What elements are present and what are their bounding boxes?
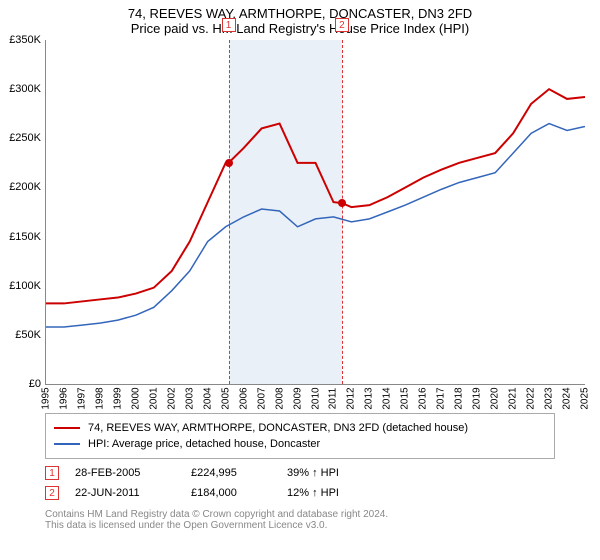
x-axis-tick: 2002 [166, 387, 177, 409]
series-property [46, 89, 585, 303]
footer-attribution: Contains HM Land Registry data © Crown c… [45, 509, 555, 531]
x-axis-tick: 2021 [508, 387, 519, 409]
y-axis-tick: £350K [1, 34, 41, 46]
x-axis-tick: 2024 [562, 387, 573, 409]
legend-label: HPI: Average price, detached house, Donc… [88, 438, 320, 450]
y-axis-tick: £250K [1, 132, 41, 144]
sale-point-dot [225, 159, 233, 167]
x-axis-tick: 2005 [220, 387, 231, 409]
sale-event-delta: 12% ↑ HPI [287, 487, 339, 499]
sale-point-dot [338, 199, 346, 207]
x-axis-tick: 2011 [328, 388, 339, 410]
sale-event-number: 2 [45, 486, 59, 500]
x-axis-tick: 2006 [238, 387, 249, 409]
x-axis-tick: 1995 [41, 387, 52, 409]
sale-marker-line [229, 40, 230, 384]
x-axis-tick: 2004 [202, 387, 213, 409]
x-axis-tick: 2009 [292, 387, 303, 409]
legend-item: 74, REEVES WAY, ARMTHORPE, DONCASTER, DN… [54, 420, 546, 436]
x-axis-tick: 2000 [130, 387, 141, 409]
legend-swatch [54, 427, 80, 429]
y-axis-tick: £0 [1, 378, 41, 390]
legend-swatch [54, 443, 80, 445]
x-axis-tick: 2010 [310, 387, 321, 409]
sale-event-number: 1 [45, 466, 59, 480]
x-axis-tick: 2019 [472, 387, 483, 409]
chart-title: 74, REEVES WAY, ARMTHORPE, DONCASTER, DN… [0, 0, 600, 21]
footer-line: This data is licensed under the Open Gov… [45, 520, 555, 531]
x-axis-tick: 1999 [112, 387, 123, 409]
x-axis-tick: 2008 [274, 387, 285, 409]
y-axis-tick: £300K [1, 83, 41, 95]
sale-marker-label: 2 [335, 18, 349, 32]
sale-events: 1 28-FEB-2005 £224,995 39% ↑ HPI 2 22-JUN-201… [45, 463, 555, 503]
chart-subtitle: Price paid vs. HM Land Registry's House … [0, 21, 600, 40]
x-axis-tick: 2012 [346, 387, 357, 409]
chart-area: £0£50K£100K£150K£200K£250K£300K£350K1995… [45, 40, 585, 405]
plot-region: £0£50K£100K£150K£200K£250K£300K£350K1995… [45, 40, 585, 385]
x-axis-tick: 1998 [94, 387, 105, 409]
y-axis-tick: £150K [1, 231, 41, 243]
x-axis-tick: 2016 [418, 387, 429, 409]
sale-event-date: 22-JUN-2011 [75, 487, 175, 499]
sale-marker-label: 1 [222, 18, 236, 32]
x-axis-tick: 2017 [436, 387, 447, 409]
x-axis-tick: 2001 [148, 387, 159, 409]
x-axis-tick: 2014 [382, 387, 393, 409]
y-axis-tick: £200K [1, 181, 41, 193]
sale-event-date: 28-FEB-2005 [75, 467, 175, 479]
x-axis-tick: 2015 [400, 387, 411, 409]
legend-label: 74, REEVES WAY, ARMTHORPE, DONCASTER, DN… [88, 422, 468, 434]
x-axis-tick: 2023 [544, 387, 555, 409]
sale-marker-line [342, 40, 343, 384]
x-axis-tick: 2025 [580, 387, 591, 409]
legend-item: HPI: Average price, detached house, Donc… [54, 436, 546, 452]
x-axis-tick: 2018 [454, 387, 465, 409]
sale-event-row: 1 28-FEB-2005 £224,995 39% ↑ HPI [45, 463, 555, 483]
x-axis-tick: 1996 [58, 387, 69, 409]
sale-event-price: £184,000 [191, 487, 271, 499]
legend: 74, REEVES WAY, ARMTHORPE, DONCASTER, DN… [45, 413, 555, 459]
sale-event-row: 2 22-JUN-2011 £184,000 12% ↑ HPI [45, 483, 555, 503]
x-axis-tick: 2022 [526, 387, 537, 409]
y-axis-tick: £50K [1, 329, 41, 341]
x-axis-tick: 2007 [256, 387, 267, 409]
x-axis-tick: 2020 [490, 387, 501, 409]
x-axis-tick: 2003 [184, 387, 195, 409]
chart-lines [46, 40, 585, 384]
x-axis-tick: 2013 [364, 387, 375, 409]
sale-event-delta: 39% ↑ HPI [287, 467, 339, 479]
x-axis-tick: 1997 [76, 387, 87, 409]
y-axis-tick: £100K [1, 280, 41, 292]
sale-event-price: £224,995 [191, 467, 271, 479]
footer-line: Contains HM Land Registry data © Crown c… [45, 509, 555, 520]
